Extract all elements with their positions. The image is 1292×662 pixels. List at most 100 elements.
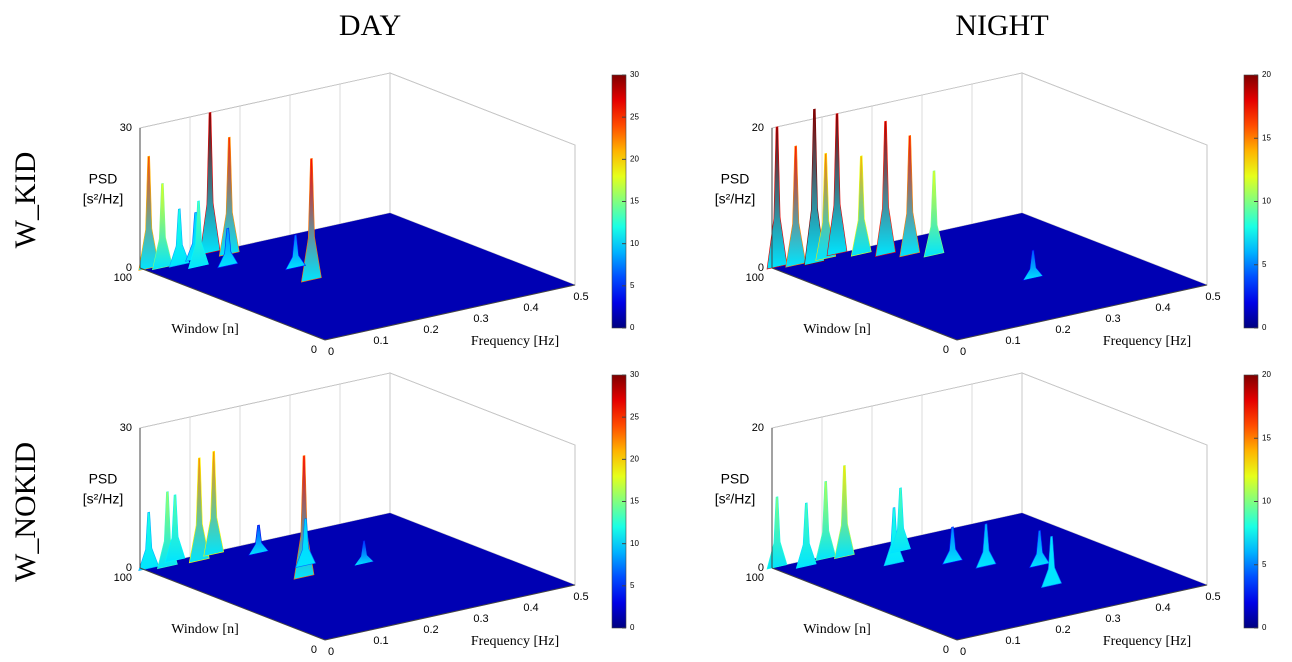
- x-tick-label: 0.5: [573, 291, 588, 303]
- y-tick-label: 0: [311, 344, 317, 356]
- x-tick-label: 0.3: [473, 613, 488, 625]
- x-tick-label: 0.3: [1105, 613, 1120, 625]
- peak: [188, 200, 209, 270]
- z-tick-label: 0: [126, 562, 132, 574]
- colorbar-tick-label: 25: [630, 412, 639, 421]
- y-tick-label: 0: [311, 644, 317, 656]
- x-tick-label: 0.1: [1005, 335, 1020, 347]
- x-tick-label: 0.3: [473, 313, 488, 325]
- x-tick-label: 0.4: [523, 602, 538, 614]
- peak: [203, 450, 225, 557]
- peak: [284, 234, 307, 271]
- colorbar-tick-label: 30: [630, 70, 639, 79]
- peak: [890, 487, 911, 554]
- z-axis-label: PSD: [721, 171, 750, 187]
- x-tick-label: 0: [960, 646, 966, 658]
- z-tick-label: 30: [120, 422, 132, 434]
- z-axis-label: PSD: [89, 171, 118, 187]
- colorbar-tick-label: 0: [1262, 323, 1267, 332]
- colorbar-tick-label: 15: [630, 497, 639, 506]
- row-title: W_NOKID: [9, 442, 42, 582]
- surface-floor: [140, 513, 575, 640]
- peak: [850, 155, 872, 257]
- grid-line: [139, 372, 576, 446]
- column-title: NIGHT: [955, 9, 1048, 42]
- x-tick-label: 0.2: [1055, 624, 1070, 636]
- x-tick-label: 0.2: [1055, 324, 1070, 336]
- peak: [164, 494, 186, 563]
- x-tick-label: 0.5: [573, 591, 588, 603]
- y-axis: [771, 567, 958, 641]
- x-axis: [956, 584, 1208, 641]
- y-tick-label: 100: [746, 272, 764, 284]
- column-title: DAY: [339, 9, 401, 42]
- y-axis: [771, 267, 958, 341]
- peak: [899, 135, 921, 258]
- z-axis-label: [s²/Hz]: [83, 191, 123, 207]
- x-axis-label: Frequency [Hz]: [471, 334, 559, 349]
- surface-floor: [772, 513, 1207, 640]
- grid-line: [771, 372, 1208, 446]
- peak: [941, 526, 963, 565]
- x-tick-label: 0.2: [423, 324, 438, 336]
- x-axis: [324, 284, 576, 341]
- y-tick-label: 0: [943, 344, 949, 356]
- peak: [795, 502, 817, 569]
- x-tick-label: 0.4: [1155, 602, 1170, 614]
- colorbar-tick-label: 20: [1262, 70, 1271, 79]
- x-axis-label: Frequency [Hz]: [1103, 634, 1191, 649]
- y-axis-label: Window [n]: [803, 622, 870, 637]
- colorbar-tick-label: 0: [630, 623, 635, 632]
- y-axis-label: Window [n]: [803, 322, 870, 337]
- z-axis-label: [s²/Hz]: [715, 491, 755, 507]
- peak: [293, 455, 315, 580]
- colorbar-tick-label: 20: [1262, 370, 1271, 379]
- peak: [247, 524, 270, 556]
- colorbar-tick-label: 25: [630, 112, 639, 121]
- peak: [168, 208, 190, 268]
- z-axis-label: PSD: [721, 471, 750, 487]
- peak: [875, 120, 896, 257]
- z-tick-label: 30: [120, 122, 132, 134]
- y-tick-label: 100: [114, 272, 132, 284]
- peak: [218, 136, 240, 257]
- y-tick-label: 0: [943, 644, 949, 656]
- colorbar-tick-label: 15: [1262, 433, 1271, 442]
- colorbar-tick-label: 10: [1262, 197, 1271, 206]
- colorbar-tick-label: 30: [630, 370, 639, 379]
- x-tick-label: 0.1: [1005, 635, 1020, 647]
- surface-floor: [140, 213, 575, 340]
- x-tick-label: 0: [960, 346, 966, 358]
- y-axis-label: Window [n]: [171, 622, 238, 637]
- x-tick-label: 0.5: [1205, 291, 1220, 303]
- colorbar-tick-label: 15: [630, 197, 639, 206]
- z-axis-label: PSD: [89, 471, 118, 487]
- y-axis: [139, 567, 326, 641]
- grid-line: [139, 72, 576, 146]
- x-tick-label: 0.1: [373, 335, 388, 347]
- x-axis: [324, 584, 576, 641]
- peak: [1041, 535, 1062, 589]
- x-tick-label: 0.4: [1155, 302, 1170, 314]
- x-tick-label: 0.1: [373, 635, 388, 647]
- peak: [834, 465, 855, 560]
- peak: [301, 157, 322, 283]
- z-tick-label: 20: [752, 122, 764, 134]
- colorbar-tick-label: 20: [630, 454, 639, 463]
- row-title: W_KID: [9, 152, 42, 249]
- colorbar-tick-label: 5: [1262, 560, 1267, 569]
- x-tick-label: 0.4: [523, 302, 538, 314]
- x-tick-label: 0: [328, 346, 334, 358]
- peak: [804, 108, 825, 266]
- peak: [923, 170, 945, 258]
- x-tick-label: 0.2: [423, 624, 438, 636]
- peak: [188, 457, 210, 564]
- y-axis: [139, 267, 326, 341]
- x-axis-label: Frequency [Hz]: [471, 634, 559, 649]
- peak: [975, 523, 997, 569]
- y-axis-label: Window [n]: [171, 322, 238, 337]
- colorbar-tick-label: 5: [630, 281, 635, 290]
